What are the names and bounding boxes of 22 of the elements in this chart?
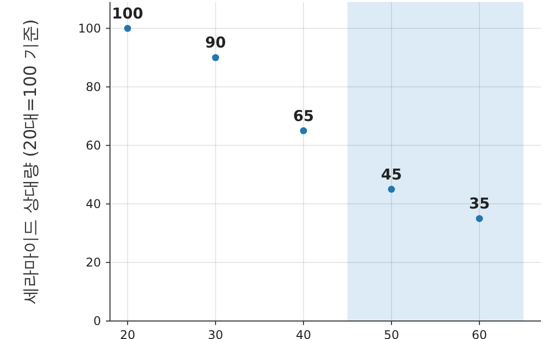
y-tick-label: 80 <box>86 80 101 94</box>
point <box>300 127 308 134</box>
y-tick-label: 100 <box>78 21 101 36</box>
data-label: 100 <box>112 4 144 22</box>
y-tick-label: 0 <box>93 314 101 328</box>
x-tick-label: 60 <box>472 328 488 339</box>
x-tick-label: 40 <box>296 328 312 339</box>
point <box>476 215 483 222</box>
y-tick-label: 60 <box>86 138 101 152</box>
y-axis-title: 세라마이드 상대량 (20대=100 기준) <box>21 19 41 304</box>
x-tick-label: 20 <box>120 328 136 339</box>
point <box>388 186 395 193</box>
y-tick-label: 40 <box>86 196 101 211</box>
x-tick-label: 50 <box>384 328 400 339</box>
data-label: 65 <box>293 106 314 125</box>
data-label: 90 <box>205 34 226 52</box>
point <box>212 54 220 62</box>
point <box>124 24 132 32</box>
x-tick-label: 30 <box>208 328 224 339</box>
data-label: 35 <box>468 194 490 213</box>
data-label: 45 <box>381 165 402 184</box>
y-tick-label: 20 <box>86 255 101 270</box>
